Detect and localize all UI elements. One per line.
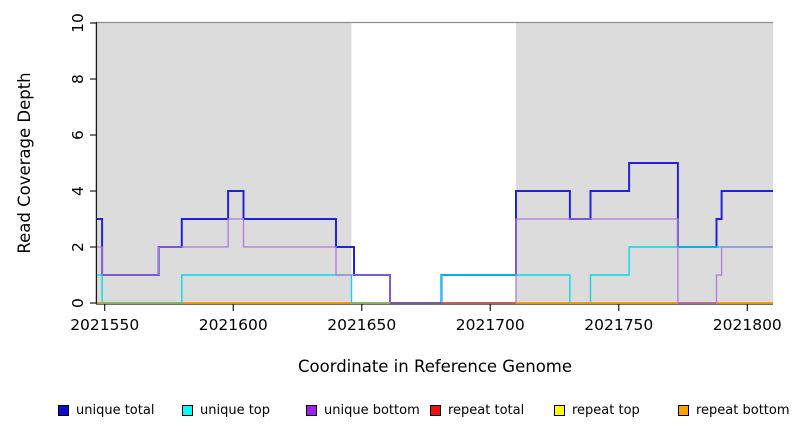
legend-label: unique bottom — [324, 402, 420, 418]
legend-swatch-icon — [306, 404, 317, 416]
legend-item-repeat-bottom: repeat bottom — [678, 404, 792, 417]
legend-label: unique total — [76, 402, 155, 418]
y-tick-label: 8 — [69, 74, 87, 84]
y-tick-label: 6 — [69, 130, 87, 140]
x-tick-label: 2021700 — [456, 316, 525, 334]
legend-label: repeat top — [572, 402, 640, 418]
shaded-region — [97, 23, 352, 303]
x-tick-label: 2021750 — [584, 316, 653, 334]
y-tick-label: 10 — [69, 13, 87, 33]
legend-label: repeat bottom — [696, 402, 790, 418]
legend-item-unique-total: unique total — [58, 404, 182, 417]
legend-item-repeat-top: repeat top — [554, 404, 678, 417]
legend-label: unique top — [200, 402, 271, 418]
y-tick-label: 4 — [69, 186, 87, 196]
series-unique-bottom — [97, 218, 773, 304]
chart-legend: unique total unique top unique bottom repea… — [58, 399, 792, 421]
x-tick-label: 2021800 — [713, 316, 782, 334]
legend-swatch-icon — [182, 404, 193, 416]
x-tick-label: 2021600 — [199, 316, 268, 334]
legend-item-unique-bottom: unique bottom — [306, 404, 430, 417]
legend-item-unique-top: unique top — [182, 404, 306, 417]
y-axis-title: Read Coverage Depth — [15, 72, 34, 253]
legend-item-repeat-total: repeat total — [430, 404, 554, 417]
y-tick-label: 0 — [69, 298, 87, 308]
x-tick-label: 2021550 — [70, 316, 139, 334]
x-tick-label: 2021650 — [327, 316, 396, 334]
legend-swatch-icon — [554, 404, 565, 416]
legend-swatch-icon — [430, 404, 441, 416]
legend-swatch-icon — [58, 404, 69, 416]
y-tick-label: 2 — [69, 242, 87, 252]
coverage-plot-canvas: 0 2 4 6 8 10 2021550 2021600 2021650 2021700 20217… — [15, 13, 782, 376]
x-axis-title: Coordinate in Reference Genome — [298, 357, 572, 376]
legend-label: repeat total — [448, 402, 525, 418]
legend-swatch-icon — [678, 404, 689, 416]
